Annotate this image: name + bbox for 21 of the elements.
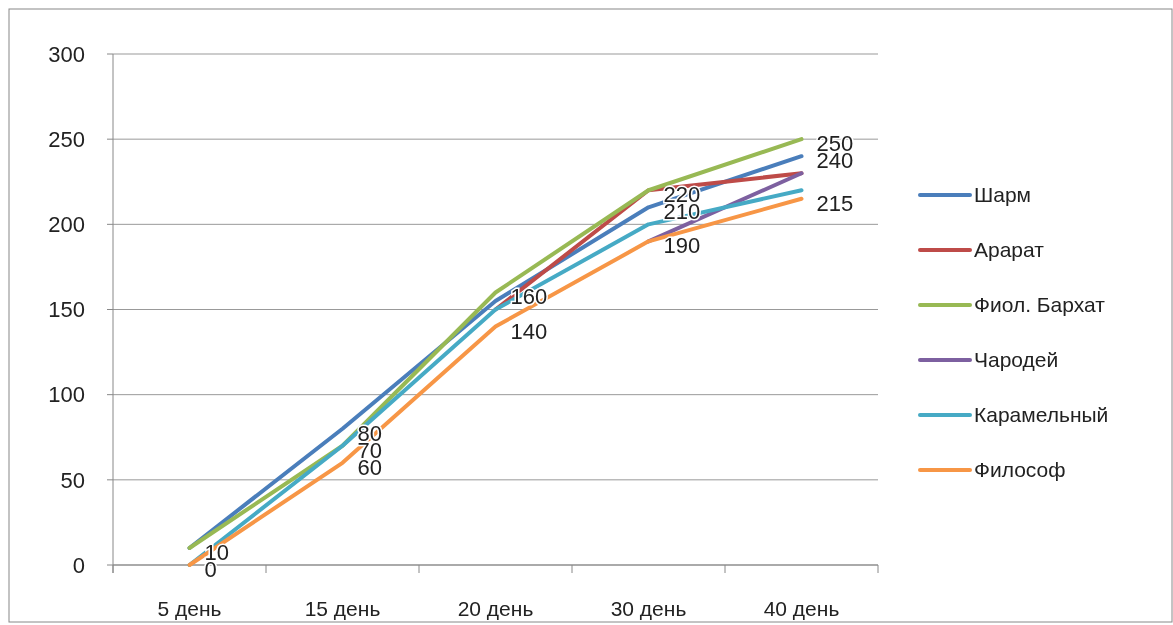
legend-label: Арарат: [974, 238, 1045, 262]
legend-label: Философ: [974, 458, 1066, 482]
y-tick-label: 250: [48, 126, 85, 152]
y-tick-label: 200: [48, 212, 85, 238]
data-label: 215: [816, 190, 854, 216]
x-tick-label: 20 день: [457, 597, 534, 620]
x-tick-label: 15 день: [304, 597, 381, 620]
legend-label: Карамельный: [974, 403, 1109, 427]
y-tick-label: 100: [48, 382, 85, 408]
y-tick-label: 300: [48, 41, 85, 67]
y-tick-label: 50: [60, 467, 85, 493]
x-tick-label: 5 день: [157, 597, 222, 620]
y-tick-label: 150: [48, 297, 85, 323]
y-tick-label: 0: [72, 552, 85, 578]
legend-label: Шарм: [974, 183, 1032, 207]
legend-label: Чародей: [974, 348, 1059, 372]
legend-label: Фиол. Бархат: [974, 293, 1106, 317]
x-tick-label: 30 день: [610, 597, 687, 620]
x-tick-label: 40 день: [763, 597, 840, 620]
data-label: 190: [663, 233, 701, 259]
data-label: 140: [510, 318, 548, 344]
